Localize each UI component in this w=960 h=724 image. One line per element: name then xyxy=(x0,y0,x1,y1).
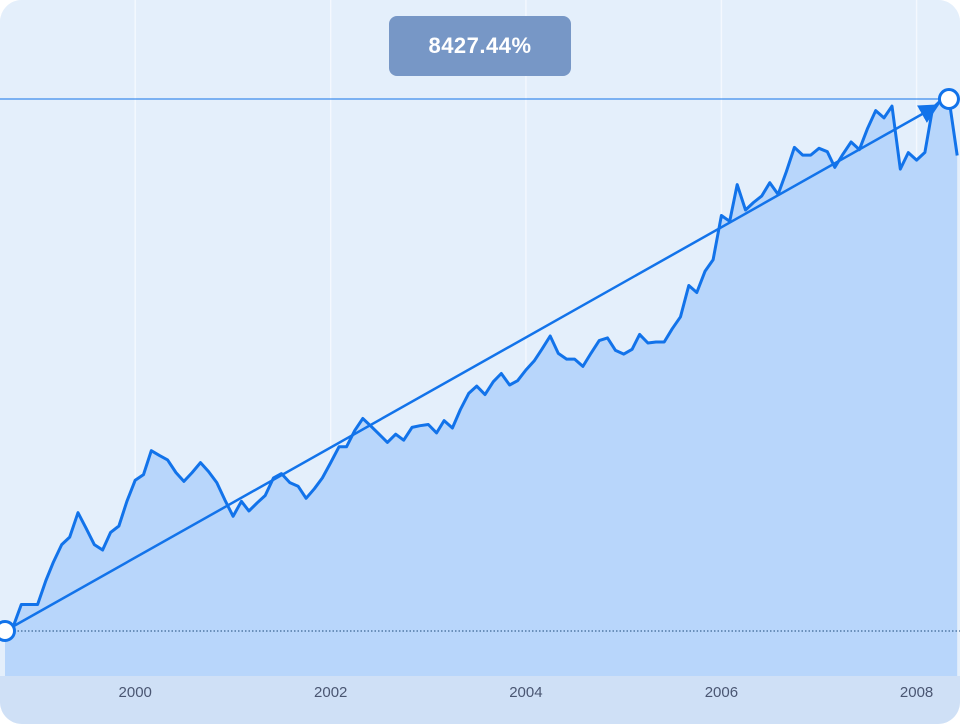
reference-lines xyxy=(0,98,960,632)
x-tick-label-2002: 2002 xyxy=(314,684,347,701)
change-percent-badge: 8427.44% xyxy=(389,16,571,76)
change-end-marker xyxy=(937,88,960,110)
x-axis-ticks: 2000 2002 2004 2006 2008 xyxy=(119,684,934,701)
x-tick-label-2000: 2000 xyxy=(119,684,152,701)
series-line xyxy=(4,97,959,633)
change-annotation xyxy=(0,88,960,642)
area-layer xyxy=(5,99,958,676)
change-start-marker xyxy=(0,620,16,642)
series-area-fill xyxy=(5,99,958,676)
x-tick-label-2004: 2004 xyxy=(509,684,542,701)
x-axis-band xyxy=(0,676,960,724)
change-arrow xyxy=(4,104,940,633)
x-tick-label-2006: 2006 xyxy=(705,684,738,701)
line-layer xyxy=(4,97,959,633)
x-tick-label-2008: 2008 xyxy=(900,684,933,701)
